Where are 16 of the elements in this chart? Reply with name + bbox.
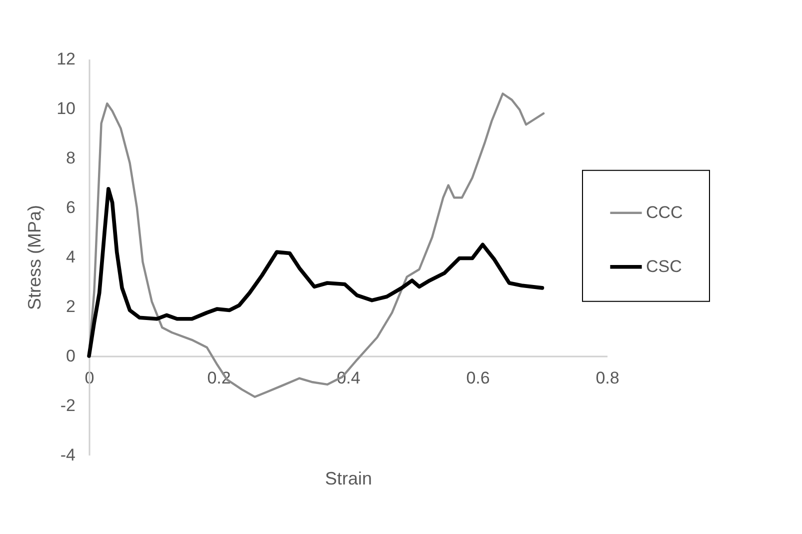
y-tick-label: -2 [60,396,76,415]
y-tick-label: 4 [66,248,76,266]
y-tick-label: 12 [56,50,76,68]
y-tick-label: 6 [66,198,76,217]
x-tick-label: 0.8 [596,368,620,388]
line-series [87,187,544,358]
y-tick-label: 2 [66,297,76,316]
legend-label: CCC [646,202,683,222]
y-tick-label: 8 [66,148,76,168]
y-tick-label: -4 [60,446,76,464]
x-tick-label: 0.6 [466,368,490,388]
legend-label: CSC [646,256,682,276]
y-tick-label: 10 [56,99,76,118]
x-axis-title: Strain [324,468,372,488]
y-tick-label: 0 [66,346,76,366]
y-axis-title: Stress (MPa) [24,204,45,310]
